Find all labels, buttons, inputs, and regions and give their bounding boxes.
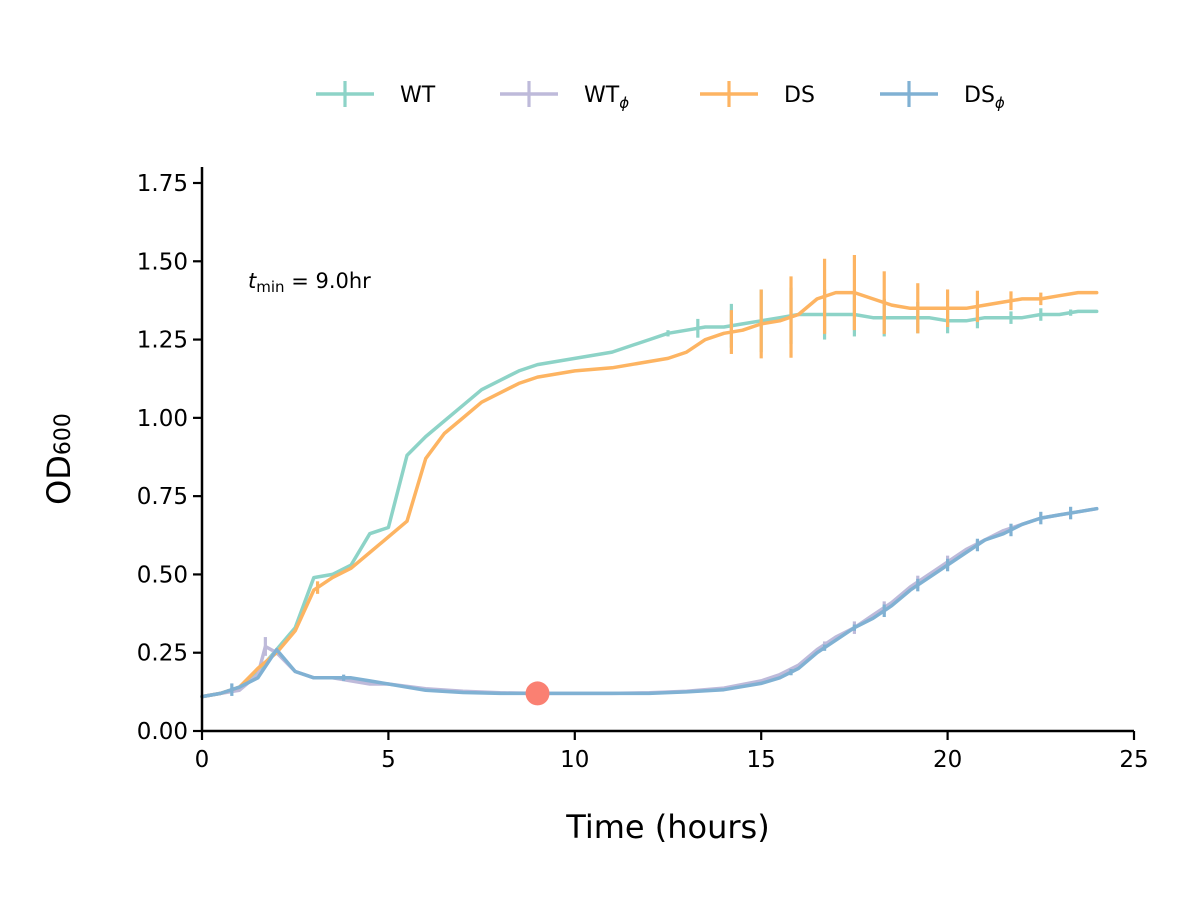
legend-label-main: DS <box>784 83 815 108</box>
legend-label-main: WT <box>400 83 436 108</box>
x-tick-label: 25 <box>1119 747 1148 773</box>
y-ticks: 0.00 0.25 0.50 0.75 1.00 1.25 1.50 1.75 <box>137 171 202 745</box>
x-tick-label: 5 <box>381 747 396 773</box>
legend-label-subscript: ϕ <box>619 94 629 112</box>
legend-entry: WTϕ <box>500 81 629 112</box>
legend-label-main: WT <box>584 83 620 108</box>
legend-entry: DS <box>700 81 815 108</box>
legend-label: WTϕ <box>584 83 629 112</box>
series-wt <box>200 287 1099 699</box>
series-ds <box>200 255 1099 699</box>
x-tick-label: 15 <box>747 747 776 773</box>
series-ds-phi <box>200 506 1099 699</box>
series-line <box>200 309 1099 699</box>
x-tick-label: 0 <box>195 747 210 773</box>
y-tick-label: 1.75 <box>137 171 188 197</box>
x-ticks: 0 5 10 15 20 25 <box>195 731 1149 773</box>
y-tick-label: 0.25 <box>137 641 188 667</box>
tmin-marker <box>525 681 550 706</box>
y-tick-label: 1.50 <box>137 249 188 275</box>
tmin-annotation-value: = 9.0hr <box>285 269 372 293</box>
y-axis-title-subscript: 600 <box>51 413 76 455</box>
legend-label-subscript: ϕ <box>995 94 1005 112</box>
x-tick-label: 10 <box>560 747 589 773</box>
y-tick-label: 1.25 <box>137 328 188 354</box>
legend-label-main: DS <box>964 83 995 108</box>
legend-label: WT <box>400 83 436 108</box>
y-axis-title-main: OD <box>40 455 78 505</box>
legend-entry: WT <box>316 81 436 108</box>
x-tick-label: 20 <box>933 747 962 773</box>
legend-label: DSϕ <box>964 83 1005 112</box>
series-line <box>200 290 1099 699</box>
y-tick-label: 0.00 <box>137 719 188 745</box>
axes: 0 5 10 15 20 25 0.00 0.25 0.50 0.75 1.00 1.25 1.50 1… <box>137 167 1149 773</box>
tmin-annotation: tmin = 9.0hr <box>248 269 371 296</box>
y-tick-label: 0.50 <box>137 562 188 588</box>
x-axis-title: Time (hours) <box>565 808 769 846</box>
legend-label: DS <box>784 83 815 108</box>
series-layer <box>200 255 1099 699</box>
y-tick-label: 0.75 <box>137 484 188 510</box>
tmin-annotation-var: t <box>248 269 257 293</box>
y-tick-label: 1.00 <box>137 406 188 432</box>
legend: WT WTϕ DS DSϕ <box>316 81 1005 112</box>
series-wt-phi <box>200 506 1099 699</box>
y-axis-title: OD600 <box>40 413 78 505</box>
series-line <box>200 506 1099 699</box>
series-line <box>200 506 1099 699</box>
legend-entry: DSϕ <box>880 81 1005 112</box>
tmin-annotation-sub: min <box>256 278 284 296</box>
